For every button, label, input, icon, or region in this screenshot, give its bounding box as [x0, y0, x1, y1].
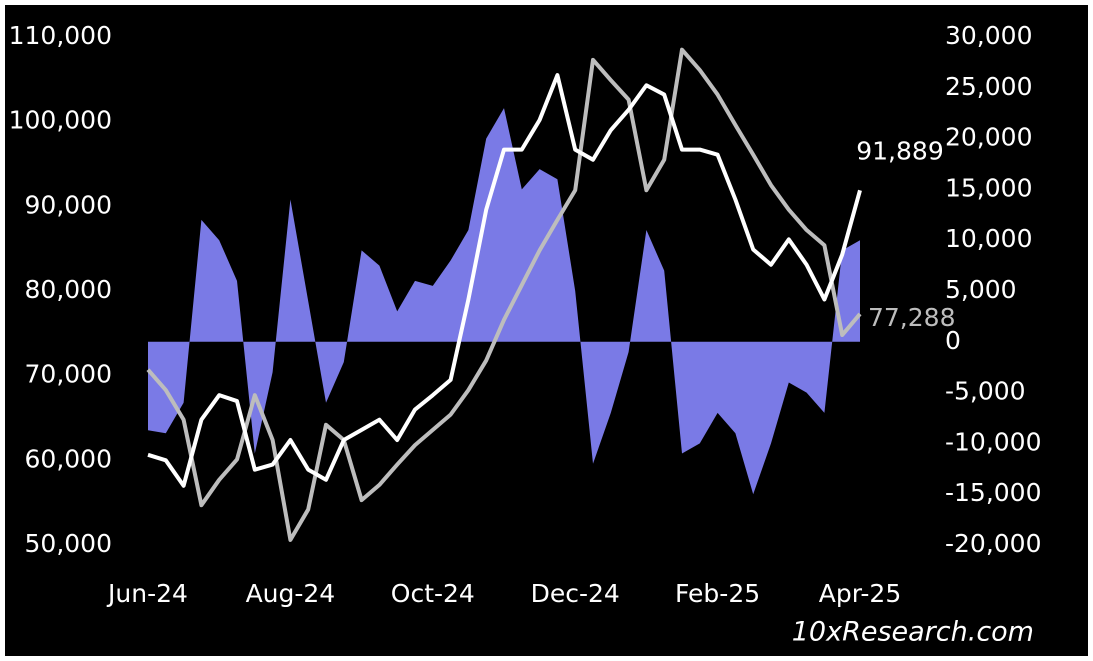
y-tick-label: 100,000 [9, 106, 112, 135]
y2-tick-label: 15,000 [945, 173, 1032, 202]
end-value-label: 91,889 [856, 136, 943, 165]
y2-tick-label: 10,000 [945, 224, 1032, 253]
y2-tick-label: -5,000 [945, 377, 1026, 406]
plot-area: 50,000 60,000 70,000 80,000 90,000 100,000 110… [9, 21, 1042, 608]
x-tick-label: Jun-24 [106, 579, 188, 608]
y2-tick-label: 0 [945, 326, 961, 355]
y-tick-label: 60,000 [25, 444, 112, 473]
source-watermark: 10xResearch.com [792, 617, 1034, 648]
y2-tick-label: -15,000 [945, 478, 1042, 507]
y-tick-label: 110,000 [9, 21, 112, 50]
x-tick-label: Feb-25 [675, 579, 760, 608]
y-tick-label: 80,000 [25, 275, 112, 304]
x-tick-label: Dec-24 [531, 579, 620, 608]
y2-tick-label: -10,000 [945, 427, 1042, 456]
y2-tick-label: -20,000 [945, 529, 1042, 558]
area [148, 108, 860, 495]
y2-tick-label: 30,000 [945, 21, 1032, 50]
x-tick-label: Apr-25 [819, 579, 901, 608]
end-value-label: 77,288 [868, 303, 955, 332]
x-tick-label: Aug-24 [246, 579, 336, 608]
line [147, 73, 862, 488]
x-tick-label: Oct-24 [391, 579, 475, 608]
y2-tick-label: 20,000 [945, 123, 1032, 152]
y-tick-label: 50,000 [25, 529, 112, 558]
line [146, 47, 862, 542]
y2-tick-label: 5,000 [945, 275, 1017, 304]
y-tick-label: 70,000 [25, 360, 112, 389]
y-tick-label: 90,000 [25, 190, 112, 219]
y2-tick-label: 25,000 [945, 72, 1032, 101]
